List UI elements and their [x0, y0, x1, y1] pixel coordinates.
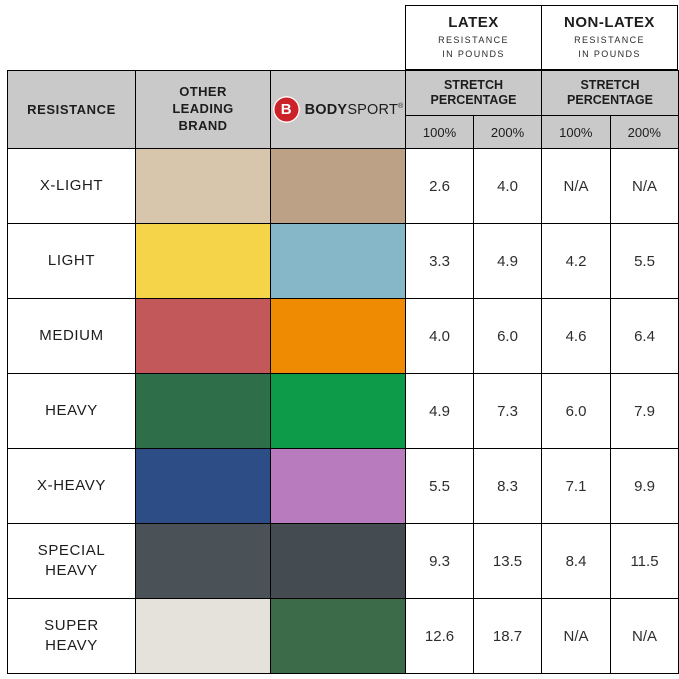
body-sport-swatch: [271, 374, 405, 448]
nonlatex-100-value: 7.1: [542, 449, 610, 523]
latex-100-header: 100%: [406, 116, 474, 148]
latex-stretch-subcolumns: 100% 200%: [406, 116, 541, 148]
latex-title: LATEX: [448, 14, 499, 32]
resistance-column-header: RESISTANCE: [8, 71, 135, 148]
nonlatex-200-value: 5.5: [611, 224, 678, 298]
other-brand-swatch: [136, 299, 270, 373]
row-label: X-LIGHT: [8, 149, 135, 223]
nonlatex-200-value: N/A: [611, 149, 678, 223]
nonlatex-title: NON-LATEX: [564, 14, 655, 32]
latex-100-value: 12.6: [406, 599, 473, 673]
latex-200-value: 13.5: [474, 524, 541, 598]
row-label: MEDIUM: [8, 299, 135, 373]
body-sport-swatch: [271, 224, 405, 298]
other-brand-swatch: [136, 374, 270, 448]
nonlatex-200-value: 7.9: [611, 374, 678, 448]
latex-subtitle: RESISTANCE IN POUNDS: [438, 35, 509, 59]
other-brand-swatch: [136, 149, 270, 223]
nonlatex-100-value: 4.2: [542, 224, 610, 298]
latex-100-value: 9.3: [406, 524, 473, 598]
latex-200-header: 200%: [490, 124, 525, 140]
latex-200-value: 8.3: [474, 449, 541, 523]
nonlatex-100-value: 8.4: [542, 524, 610, 598]
nonlatex-stretch-label: STRETCH PERCENTAGE: [542, 71, 678, 116]
registered-mark: ®: [398, 102, 404, 110]
brand-name: BODYSPORT®: [305, 102, 404, 118]
nonlatex-200-header: 200%: [627, 124, 661, 140]
nonlatex-subtitle: RESISTANCE IN POUNDS: [574, 35, 645, 59]
other-brand-swatch: [136, 449, 270, 523]
nonlatex-100-value: N/A: [542, 599, 610, 673]
latex-100-value: 5.5: [406, 449, 473, 523]
comparison-table: RESISTANCE OTHER LEADING BRAND B BODYSPO…: [7, 70, 679, 674]
body-sport-swatch: [271, 149, 405, 223]
latex-200-value: 7.3: [474, 374, 541, 448]
row-label: X-HEAVY: [8, 449, 135, 523]
nonlatex-200-value: 9.9: [611, 449, 678, 523]
body-sport-swatch: [271, 599, 405, 673]
latex-200-value: 4.9: [474, 224, 541, 298]
nonlatex-100-value: 6.0: [542, 374, 610, 448]
other-brand-swatch: [136, 224, 270, 298]
latex-200-value: 4.0: [474, 149, 541, 223]
nonlatex-100-header: 100%: [542, 116, 611, 148]
latex-group-header: LATEX RESISTANCE IN POUNDS: [405, 5, 542, 70]
brand-name-body: BODY: [304, 101, 348, 118]
nonlatex-100-value: 4.6: [542, 299, 610, 373]
nonlatex-200-value: N/A: [611, 599, 678, 673]
nonlatex-stretch-subcolumns: 100% 200%: [542, 116, 678, 148]
other-brand-column-header: OTHER LEADING BRAND: [136, 71, 270, 148]
nonlatex-100-value: N/A: [542, 149, 610, 223]
latex-100-value: 4.0: [406, 299, 473, 373]
nonlatex-group-header: NON-LATEX RESISTANCE IN POUNDS: [541, 5, 678, 70]
logo-letter: B: [280, 101, 292, 118]
latex-stretch-header: STRETCH PERCENTAGE 100% 200%: [406, 71, 541, 148]
latex-200-value: 6.0: [474, 299, 541, 373]
body-sport-swatch: [271, 524, 405, 598]
body-sport-swatch: [271, 449, 405, 523]
bodysport-logo-icon: B: [272, 96, 300, 123]
nonlatex-stretch-header: STRETCH PERCENTAGE 100% 200%: [542, 71, 678, 148]
latex-100-value: 2.6: [406, 149, 473, 223]
row-label: HEAVY: [8, 374, 135, 448]
nonlatex-200-value: 6.4: [611, 299, 678, 373]
other-brand-swatch: [136, 599, 270, 673]
latex-100-value: 4.9: [406, 374, 473, 448]
brand-name-sport: SPORT: [347, 101, 399, 118]
body-sport-swatch: [271, 299, 405, 373]
row-label: SPECIAL HEAVY: [8, 524, 135, 598]
bodysport-column-header: B BODYSPORT®: [271, 71, 405, 148]
latex-200-value: 18.7: [474, 599, 541, 673]
row-label: LIGHT: [8, 224, 135, 298]
latex-100-value: 3.3: [406, 224, 473, 298]
latex-stretch-label: STRETCH PERCENTAGE: [406, 71, 541, 116]
other-brand-swatch: [136, 524, 270, 598]
nonlatex-200-value: 11.5: [611, 524, 678, 598]
row-label: SUPER HEAVY: [8, 599, 135, 673]
